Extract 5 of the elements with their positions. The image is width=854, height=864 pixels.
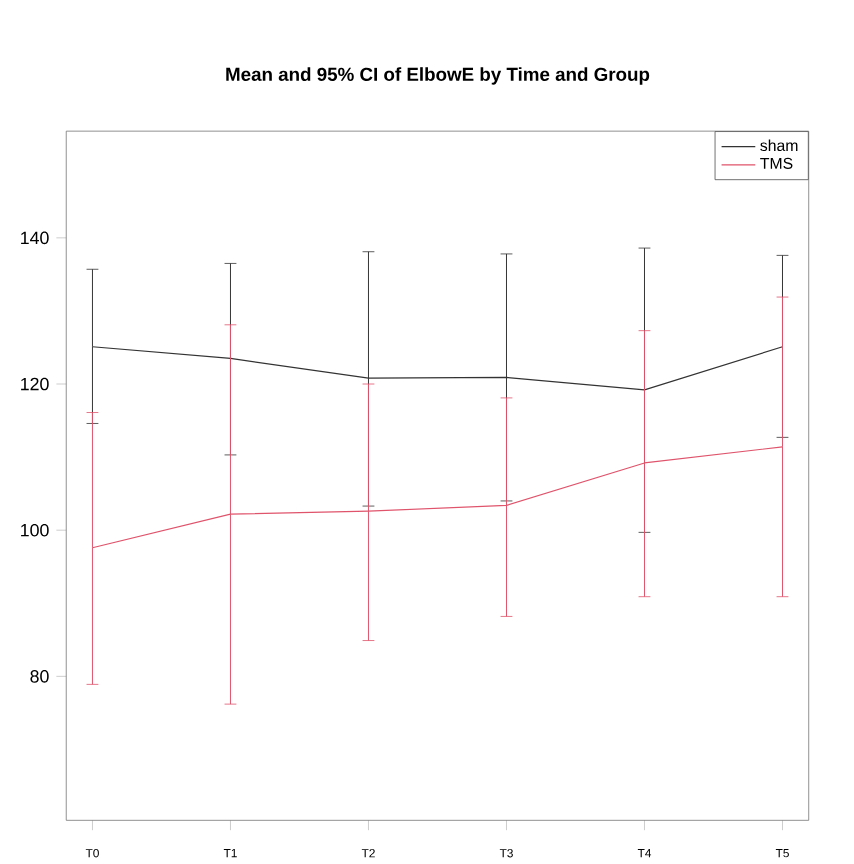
y-tick-label: 80 — [30, 670, 50, 683]
y-tick-label: 100 — [21, 523, 50, 537]
y-tick-label: 140 — [21, 231, 50, 245]
chart-title: Mean and 95% CI of ElbowE by Time and Group — [226, 67, 650, 85]
y-tick-label: 120 — [21, 377, 50, 391]
